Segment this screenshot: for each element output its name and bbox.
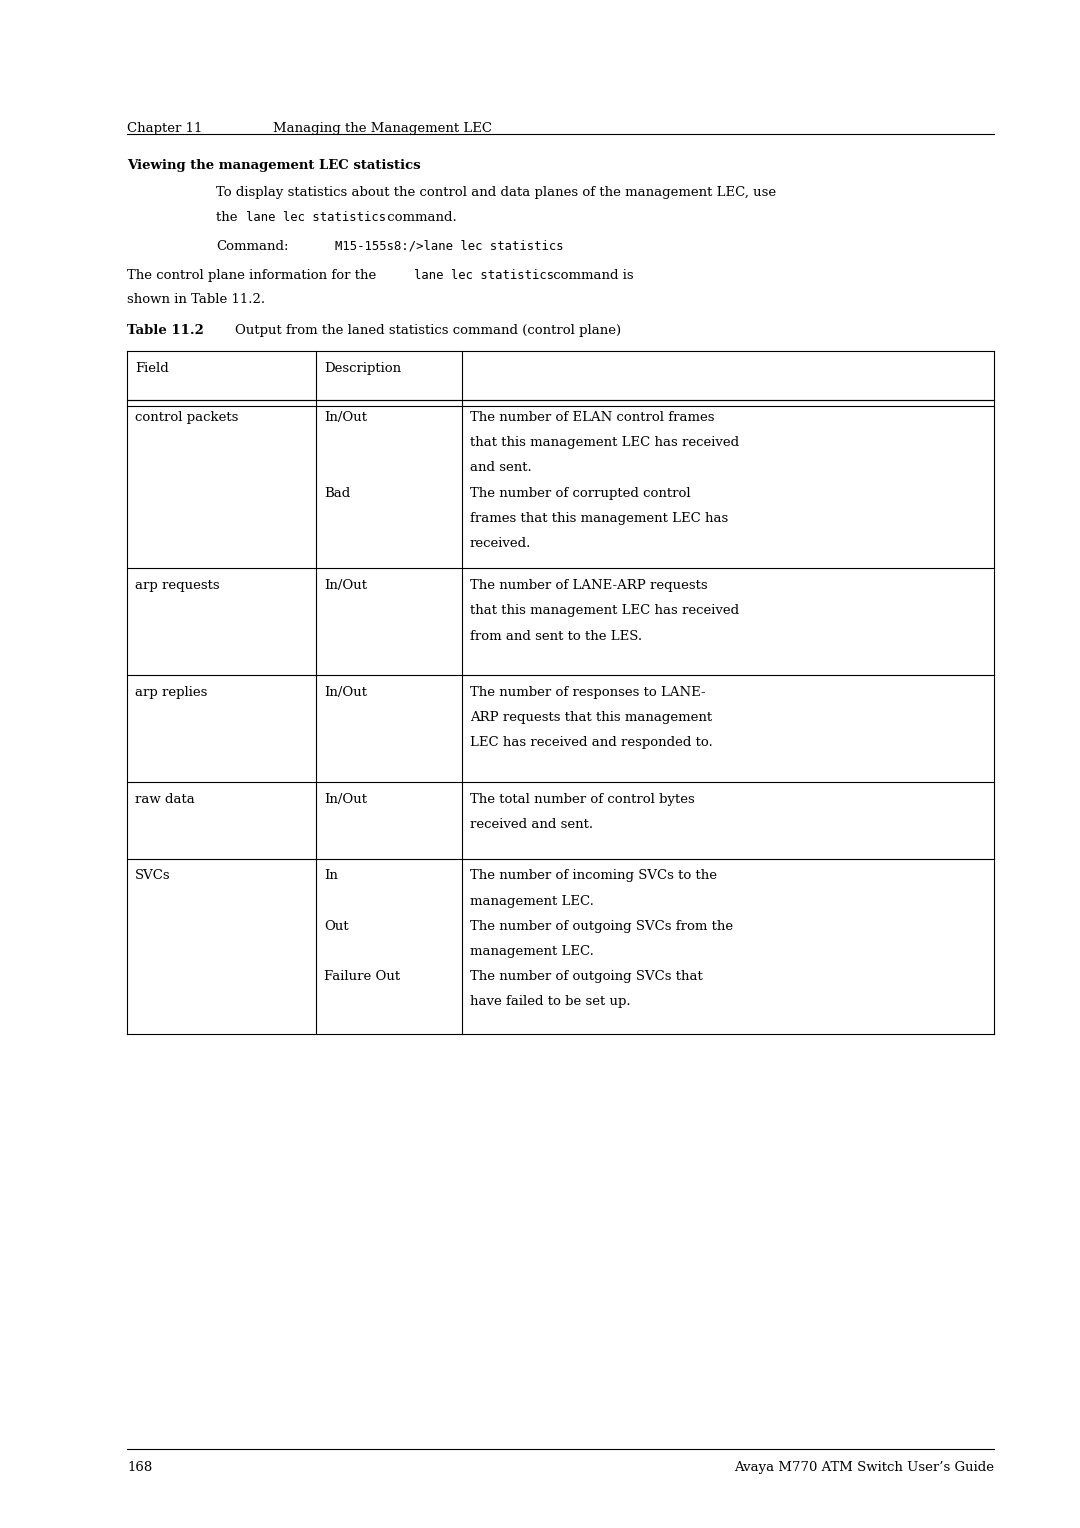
Text: from and sent to the LES.: from and sent to the LES. (470, 630, 642, 643)
Text: lane lec statistics: lane lec statistics (414, 269, 554, 283)
Text: management LEC.: management LEC. (470, 944, 594, 958)
Text: The number of LANE-ARP requests: The number of LANE-ARP requests (470, 579, 707, 593)
Text: In/Out: In/Out (324, 579, 367, 593)
Text: the: the (216, 211, 242, 225)
Text: LEC has received and responded to.: LEC has received and responded to. (470, 736, 713, 750)
Text: The number of incoming SVCs to the: The number of incoming SVCs to the (470, 869, 717, 883)
Text: To display statistics about the control and data planes of the management LEC, u: To display statistics about the control … (216, 186, 777, 200)
Text: In/Out: In/Out (324, 411, 367, 425)
Text: Viewing the management LEC statistics: Viewing the management LEC statistics (127, 159, 421, 173)
Text: Chapter 11: Chapter 11 (127, 122, 203, 136)
Text: Managing the Management LEC: Managing the Management LEC (273, 122, 492, 136)
Text: SVCs: SVCs (135, 869, 171, 883)
Text: Avaya M770 ATM Switch User’s Guide: Avaya M770 ATM Switch User’s Guide (733, 1461, 994, 1475)
Text: The number of outgoing SVCs that: The number of outgoing SVCs that (470, 970, 703, 984)
Text: frames that this management LEC has: frames that this management LEC has (470, 512, 728, 526)
Text: The control plane information for the: The control plane information for the (127, 269, 381, 283)
Text: command.: command. (383, 211, 457, 225)
Text: The total number of control bytes: The total number of control bytes (470, 793, 694, 807)
Text: raw data: raw data (135, 793, 194, 807)
Text: command is: command is (549, 269, 633, 283)
Text: In/Out: In/Out (324, 686, 367, 700)
Text: The number of ELAN control frames: The number of ELAN control frames (470, 411, 714, 425)
Text: Out: Out (324, 920, 349, 934)
Text: The number of responses to LANE-: The number of responses to LANE- (470, 686, 705, 700)
Text: Table 11.2: Table 11.2 (127, 324, 204, 338)
Text: received.: received. (470, 538, 531, 550)
Text: M15-155s8:/>lane lec statistics: M15-155s8:/>lane lec statistics (335, 240, 564, 254)
Text: Bad: Bad (324, 486, 350, 500)
Text: and sent.: and sent. (470, 461, 531, 475)
Text: received and sent.: received and sent. (470, 817, 593, 831)
Text: In: In (324, 869, 338, 883)
Text: ARP requests that this management: ARP requests that this management (470, 711, 712, 724)
Text: The number of corrupted control: The number of corrupted control (470, 486, 690, 500)
Text: arp replies: arp replies (135, 686, 207, 700)
Text: Field: Field (135, 362, 168, 376)
Text: Failure Out: Failure Out (324, 970, 400, 984)
Text: that this management LEC has received: that this management LEC has received (470, 604, 739, 617)
Text: that this management LEC has received: that this management LEC has received (470, 435, 739, 449)
Text: Description: Description (324, 362, 401, 376)
Text: lane lec statistics: lane lec statistics (246, 211, 387, 225)
Text: shown in Table 11.2.: shown in Table 11.2. (127, 293, 266, 307)
Text: control packets: control packets (135, 411, 239, 425)
Text: In/Out: In/Out (324, 793, 367, 807)
Text: The number of outgoing SVCs from the: The number of outgoing SVCs from the (470, 920, 733, 934)
Text: Output from the laned statistics command (control plane): Output from the laned statistics command… (218, 324, 621, 338)
Text: have failed to be set up.: have failed to be set up. (470, 996, 631, 1008)
Text: Command:: Command: (216, 240, 288, 254)
Text: 168: 168 (127, 1461, 152, 1475)
Text: arp requests: arp requests (135, 579, 219, 593)
Text: management LEC.: management LEC. (470, 894, 594, 908)
